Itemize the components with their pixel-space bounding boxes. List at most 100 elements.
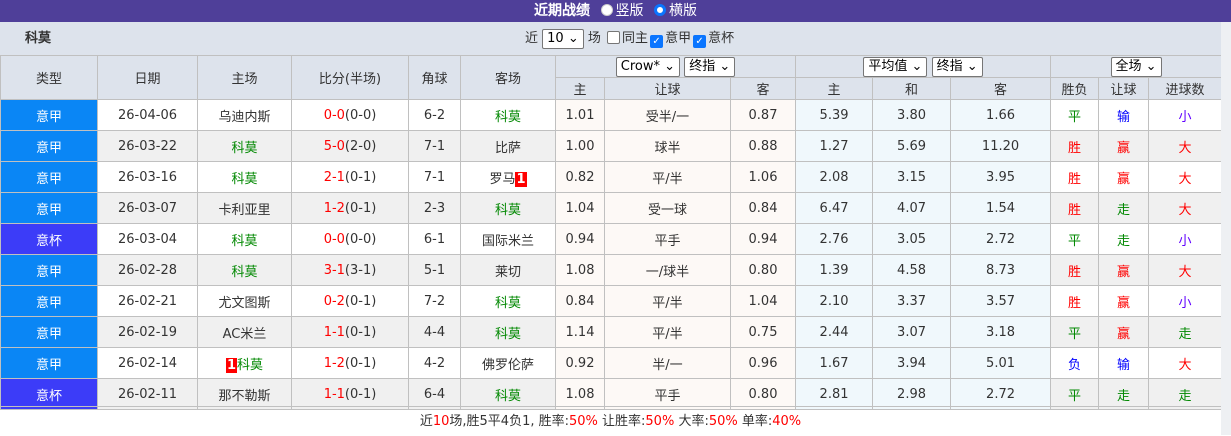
team-link[interactable]: 比萨 bbox=[494, 140, 521, 156]
home-team[interactable]: 科莫 bbox=[197, 223, 292, 255]
score[interactable]: 3-1(3-1) bbox=[291, 254, 409, 286]
match-date: 26-03-16 bbox=[97, 161, 198, 193]
company-select[interactable]: Crow* ⌄ bbox=[615, 56, 681, 77]
team-link[interactable]: 乌迪内斯 bbox=[218, 109, 271, 125]
away-team[interactable]: 莱切 bbox=[460, 254, 556, 286]
score[interactable]: 5-0(2-0) bbox=[291, 130, 409, 162]
team-link[interactable]: 国际米兰 bbox=[481, 233, 534, 249]
company-odds: 受一球 bbox=[604, 192, 731, 224]
home-team[interactable]: 科莫 bbox=[197, 161, 292, 193]
away-team[interactable]: 比萨 bbox=[460, 130, 556, 162]
full-score: 3-1 bbox=[323, 262, 345, 278]
home-team[interactable]: 科莫 bbox=[197, 130, 292, 162]
team-link[interactable]: 卡利亚里 bbox=[218, 202, 271, 218]
home-team[interactable]: 1科莫 bbox=[197, 347, 292, 379]
scrollbar[interactable] bbox=[1221, 22, 1231, 435]
horizontal-layout-radio[interactable] bbox=[653, 4, 666, 16]
odds2-mode-select[interactable]: 终指 ⌄ bbox=[931, 56, 983, 77]
home-team[interactable]: 尤文图斯 bbox=[197, 285, 292, 317]
same-home-label: 同主 bbox=[622, 31, 649, 46]
team-link[interactable]: 科莫 bbox=[494, 326, 521, 342]
away-team[interactable]: 罗马1 bbox=[460, 161, 556, 193]
average-odds: 5.69 bbox=[872, 130, 952, 162]
away-team[interactable]: 科莫 bbox=[460, 316, 556, 348]
match-type[interactable]: 意杯 bbox=[0, 223, 98, 255]
team-link[interactable]: 科莫 bbox=[231, 233, 258, 249]
same-home-checkbox[interactable] bbox=[607, 31, 621, 44]
score[interactable]: 1-2(0-1) bbox=[291, 347, 409, 379]
half-score: (0-1) bbox=[344, 200, 377, 216]
period-select[interactable]: 全场 ⌄ bbox=[1110, 56, 1162, 77]
average-odds: 1.54 bbox=[950, 192, 1052, 224]
team-link[interactable]: 那不勒斯 bbox=[218, 388, 271, 404]
away-team[interactable]: 科莫 bbox=[460, 192, 556, 224]
corners: 7-2 bbox=[408, 285, 461, 317]
odds1-mode-select[interactable]: 终指 ⌄ bbox=[684, 56, 736, 77]
average-select[interactable]: 平均值 ⌄ bbox=[863, 56, 928, 77]
team-link[interactable]: 科莫 bbox=[494, 295, 521, 311]
team-link[interactable]: 科莫 bbox=[494, 202, 521, 218]
match-type[interactable]: 意甲 bbox=[0, 161, 98, 193]
average-odds: 2.44 bbox=[795, 316, 874, 348]
result-handicap: 走 bbox=[1098, 192, 1150, 224]
serie-a-checkbox[interactable]: ✓ bbox=[650, 35, 664, 48]
match-type[interactable]: 意甲 bbox=[0, 347, 98, 379]
away-team[interactable]: 国际米兰 bbox=[460, 223, 556, 255]
score[interactable]: 0-2(0-1) bbox=[291, 285, 409, 317]
score[interactable]: 1-2(0-1) bbox=[291, 192, 409, 224]
vertical-layout-radio[interactable] bbox=[600, 4, 613, 16]
away-team[interactable]: 科莫 bbox=[460, 378, 556, 410]
coppa-checkbox[interactable]: ✓ bbox=[693, 35, 707, 48]
half-score: (3-1) bbox=[344, 262, 377, 278]
team-link[interactable]: 佛罗伦萨 bbox=[481, 357, 534, 373]
result-win-loss: 胜 bbox=[1050, 130, 1100, 162]
match-type[interactable]: 意甲 bbox=[0, 316, 98, 348]
match-type[interactable]: 意甲 bbox=[0, 130, 98, 162]
match-type[interactable]: 意甲 bbox=[0, 99, 98, 131]
match-type[interactable]: 意甲 bbox=[0, 285, 98, 317]
team-link[interactable]: AC米兰 bbox=[222, 326, 267, 342]
result-handicap: 赢 bbox=[1098, 161, 1150, 193]
team-link[interactable]: 莱切 bbox=[494, 264, 521, 280]
team-link[interactable]: 尤文图斯 bbox=[218, 295, 271, 311]
away-team[interactable]: 科莫 bbox=[460, 99, 556, 131]
match-date: 26-03-04 bbox=[97, 223, 198, 255]
home-team[interactable]: AC米兰 bbox=[197, 316, 292, 348]
team-link[interactable]: 科莫 bbox=[231, 264, 258, 280]
result-over-under: 大 bbox=[1148, 130, 1223, 162]
score[interactable]: 0-0(0-0) bbox=[291, 223, 409, 255]
match-count-select[interactable]: 10 ⌄ bbox=[542, 28, 584, 49]
away-team[interactable]: 科莫 bbox=[460, 285, 556, 317]
table-row: 意甲 26-03-07 卡利亚里 1-2(0-1) 2-3 科莫 1.04 受一球 0.84 6.… bbox=[0, 192, 1223, 224]
average-odds: 3.95 bbox=[950, 161, 1052, 193]
header-away: 客场 bbox=[460, 55, 556, 100]
home-team[interactable]: 那不勒斯 bbox=[197, 378, 292, 410]
score[interactable]: 2-1(0-1) bbox=[291, 161, 409, 193]
match-type[interactable]: 意甲 bbox=[0, 192, 98, 224]
match-type[interactable]: 意甲 bbox=[0, 254, 98, 286]
team-link[interactable]: 科莫 bbox=[494, 388, 521, 404]
header-home: 主场 bbox=[197, 55, 292, 100]
average-odds: 3.07 bbox=[872, 316, 952, 348]
half-score: (2-0) bbox=[344, 138, 377, 154]
team-link[interactable]: 科莫 bbox=[237, 357, 264, 373]
match-date: 26-02-19 bbox=[97, 316, 198, 348]
win-rate: 50% bbox=[568, 414, 598, 429]
home-team[interactable]: 卡利亚里 bbox=[197, 192, 292, 224]
table-row: 意甲 26-03-22 科莫 5-0(2-0) 7-1 比萨 1.00 球半 0.88 1.27 5… bbox=[0, 130, 1223, 162]
away-team[interactable]: 佛罗伦萨 bbox=[460, 347, 556, 379]
team-link[interactable]: 罗马 bbox=[489, 171, 516, 187]
corners: 5-1 bbox=[408, 254, 461, 286]
team-link[interactable]: 科莫 bbox=[494, 109, 521, 125]
match-type[interactable]: 意杯 bbox=[0, 378, 98, 410]
home-team[interactable]: 乌迪内斯 bbox=[197, 99, 292, 131]
half-score: (0-1) bbox=[344, 324, 377, 340]
result-over-under: 大 bbox=[1148, 161, 1223, 193]
home-team[interactable]: 科莫 bbox=[197, 254, 292, 286]
score[interactable]: 1-1(0-1) bbox=[291, 316, 409, 348]
score[interactable]: 0-0(0-0) bbox=[291, 99, 409, 131]
result-win-loss: 平 bbox=[1050, 223, 1100, 255]
score[interactable]: 1-1(0-1) bbox=[291, 378, 409, 410]
team-link[interactable]: 科莫 bbox=[231, 140, 258, 156]
team-link[interactable]: 科莫 bbox=[231, 171, 258, 187]
